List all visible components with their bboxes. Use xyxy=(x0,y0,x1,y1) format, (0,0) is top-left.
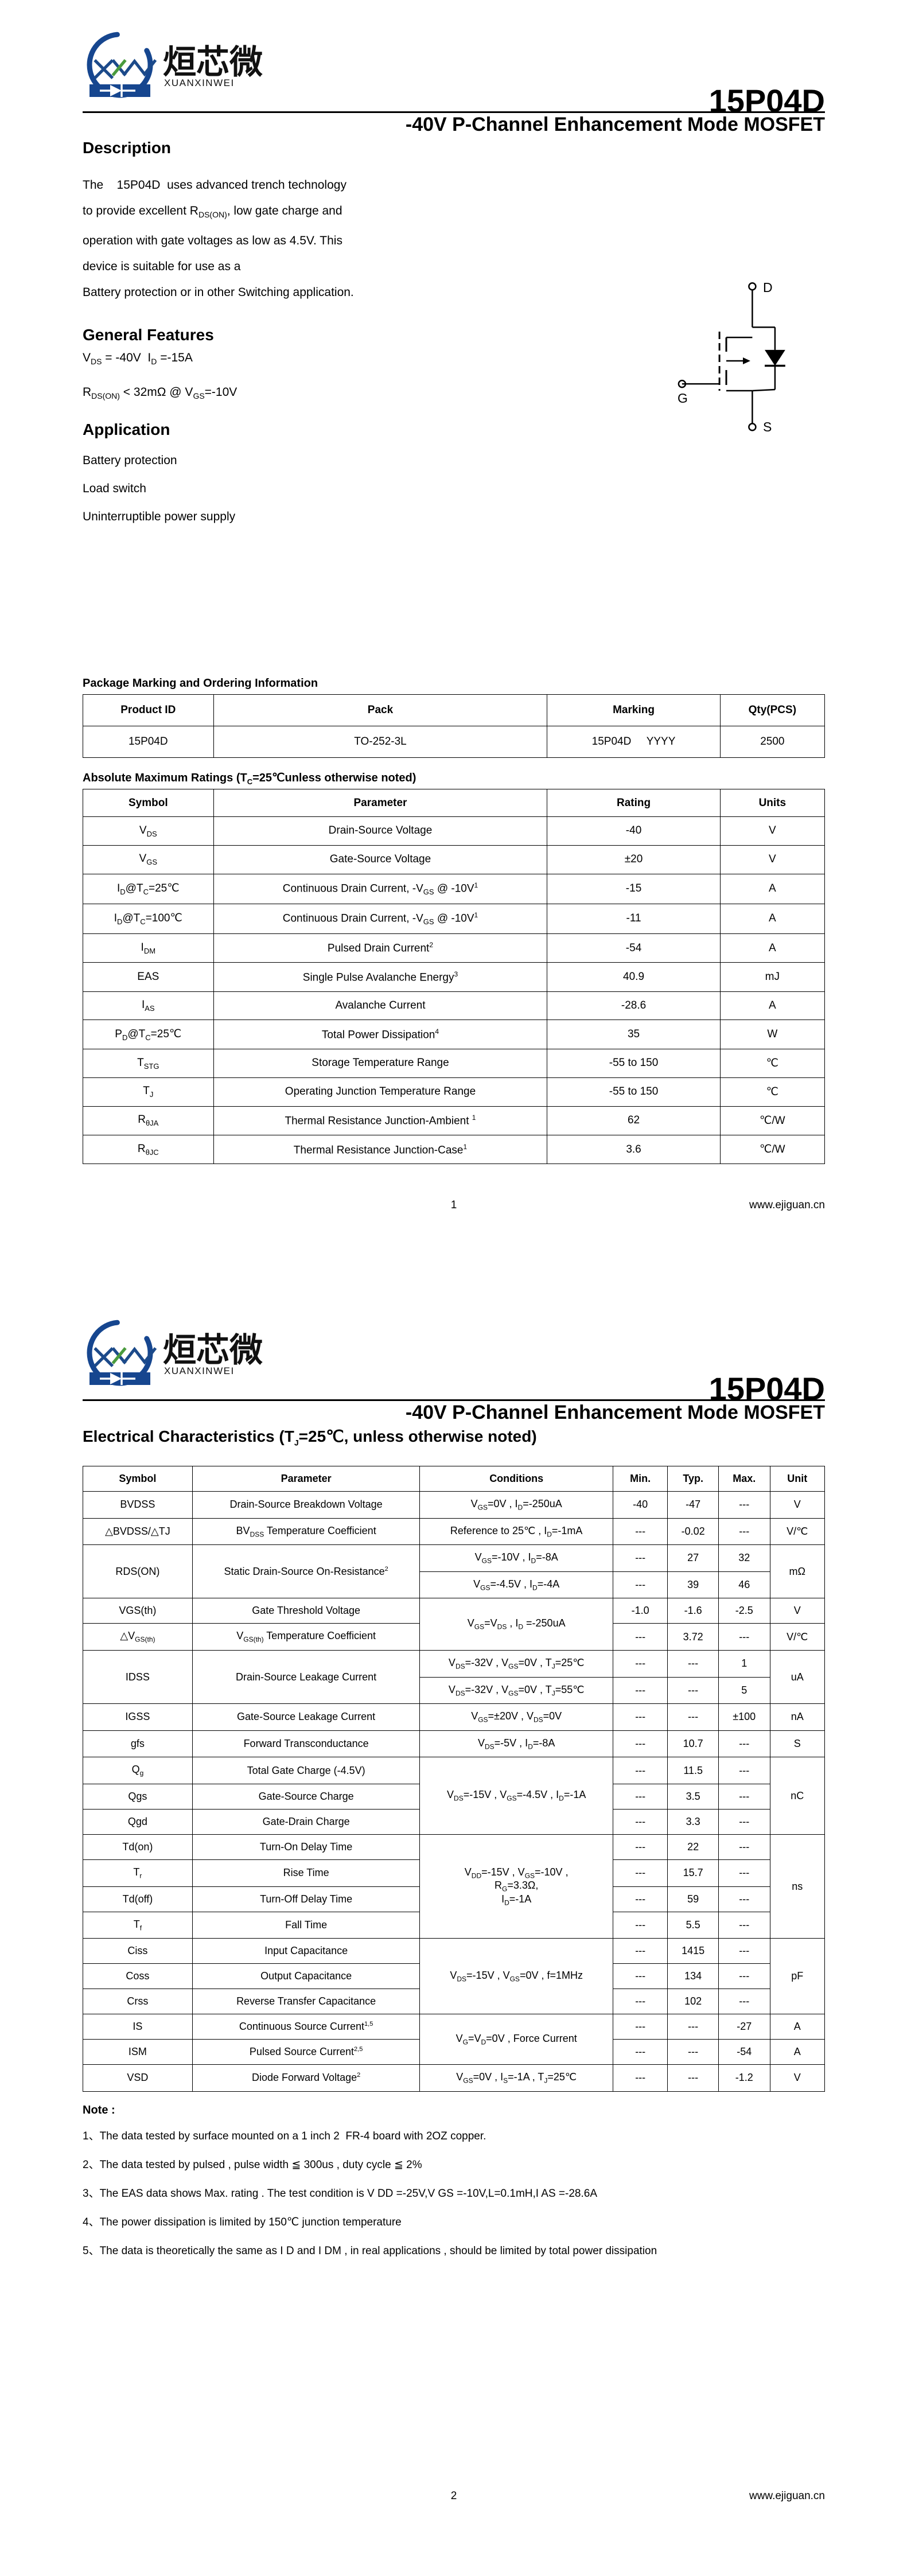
svg-text:S: S xyxy=(763,419,772,434)
svg-text:G: G xyxy=(678,391,688,406)
svg-text:D: D xyxy=(763,281,773,295)
svg-text:烜芯微: 烜芯微 xyxy=(163,44,263,81)
svg-text:烜芯微: 烜芯微 xyxy=(163,1332,263,1369)
svg-text:XUANXINWEI: XUANXINWEI xyxy=(164,77,235,88)
svg-text:XUANXINWEI: XUANXINWEI xyxy=(164,1365,235,1376)
